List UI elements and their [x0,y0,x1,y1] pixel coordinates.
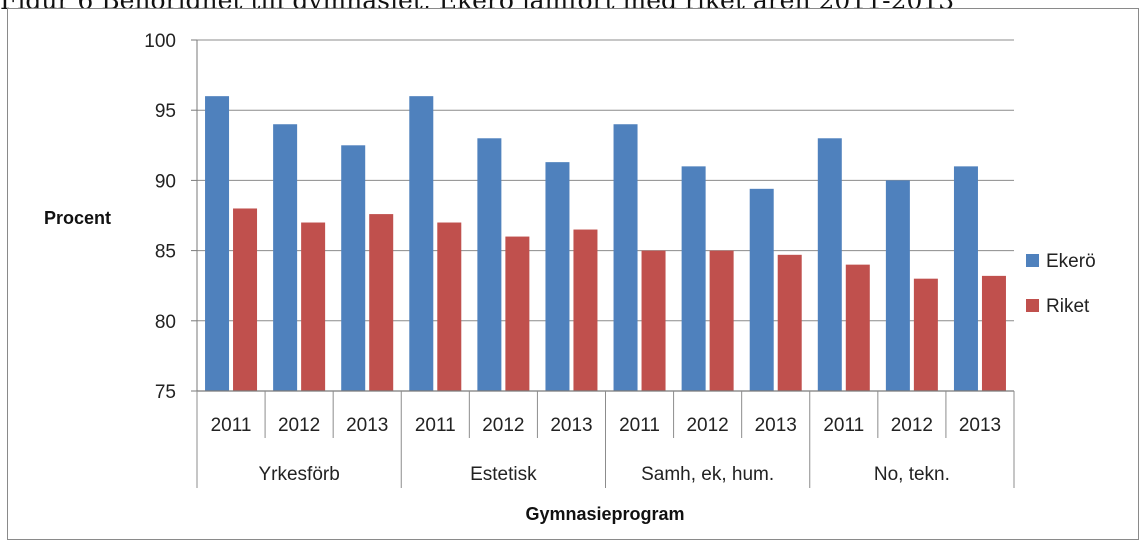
bar-eker- [681,166,706,391]
legend-label: Riket [1046,296,1090,317]
y-tick-label: 100 [144,31,176,52]
bar-riket [301,222,326,391]
bar-eker- [613,124,638,392]
x-year-label: 2013 [550,415,592,436]
bar-eker- [749,188,774,391]
x-year-label: 2013 [346,415,388,436]
x-year-label: 2011 [823,415,864,436]
x-year-label: 2012 [891,415,933,436]
x-year-label: 2012 [686,415,728,436]
bar-eker- [545,162,570,391]
bar-eker- [341,145,366,391]
bar-riket [369,214,394,391]
bar-riket [981,275,1006,391]
y-tick-label: 85 [155,242,176,263]
legend: Ekerö Riket [1026,251,1096,317]
x-year-label: 2011 [619,415,660,436]
bar-eker- [885,180,910,391]
bar-riket [437,222,462,391]
bar-riket [233,208,258,391]
x-year-label: 2012 [482,415,524,436]
x-group-label: Yrkesförb [258,464,339,485]
x-group-label: Samh, ek, hum. [641,464,774,485]
bar-eker- [953,166,978,391]
bar-eker- [205,96,230,391]
gridlines [197,39,1014,322]
x-year-label: 2012 [278,415,320,436]
bar-riket [573,229,598,391]
y-axis-title: Procent [44,208,111,228]
y-tick-label: 75 [155,382,176,403]
x-year-label: 2011 [415,415,456,436]
y-tick-label: 95 [155,101,176,122]
y-tick-label: 80 [155,312,176,333]
x-tick-labels: 2011 2012 2013 2011 2012 2013 2011 2012 2013 2011… [211,415,1001,485]
x-year-label: 2011 [211,415,252,436]
bar-riket [641,250,666,391]
bar-eker- [817,138,842,391]
x-group-label: Estetisk [470,464,537,485]
x-year-label: 2013 [755,415,797,436]
bars [205,96,1006,392]
bar-riket [505,236,530,391]
legend-swatch [1026,254,1039,267]
bar-eker- [477,138,502,391]
axes [191,39,1015,488]
bar-riket [845,264,870,391]
x-axis-title: Gymnasieprogram [525,504,684,524]
bar-riket [709,250,734,391]
bar-eker- [273,124,298,392]
bar-riket [913,278,938,391]
y-tick-label: 90 [155,171,176,192]
chart-frame [7,8,1139,540]
bar-eker- [409,96,434,391]
x-group-label: No, tekn. [874,464,950,485]
legend-label: Ekerö [1046,251,1096,272]
legend-swatch [1026,299,1039,312]
y-tick-labels: 75 80 85 90 95 100 [144,31,176,403]
x-year-label: 2013 [959,415,1001,436]
bar-riket [777,254,802,391]
